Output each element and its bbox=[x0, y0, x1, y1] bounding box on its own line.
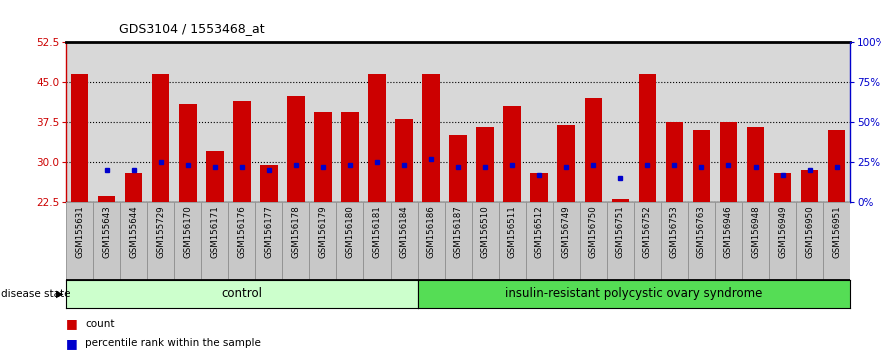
Bar bbox=[607, 202, 633, 280]
Bar bbox=[742, 202, 769, 280]
Bar bbox=[364, 202, 390, 280]
Bar bbox=[747, 127, 765, 202]
Bar bbox=[152, 74, 169, 202]
Bar bbox=[558, 125, 575, 202]
Bar bbox=[125, 172, 143, 202]
Bar bbox=[688, 202, 715, 280]
Bar bbox=[449, 135, 467, 202]
Bar bbox=[445, 202, 471, 280]
Bar bbox=[315, 112, 332, 202]
Bar bbox=[147, 202, 174, 280]
Text: GSM156184: GSM156184 bbox=[400, 206, 409, 258]
Bar bbox=[774, 172, 791, 202]
Bar bbox=[796, 202, 823, 280]
Bar bbox=[174, 202, 201, 280]
Bar bbox=[390, 202, 418, 280]
Text: GSM156949: GSM156949 bbox=[778, 206, 787, 258]
Bar bbox=[611, 199, 629, 202]
Bar bbox=[368, 74, 386, 202]
Text: GSM156181: GSM156181 bbox=[373, 206, 381, 258]
Text: GSM156180: GSM156180 bbox=[345, 206, 354, 258]
Bar bbox=[666, 122, 683, 202]
Bar bbox=[179, 104, 196, 202]
Bar bbox=[283, 202, 309, 280]
Bar bbox=[309, 202, 337, 280]
Bar bbox=[418, 202, 445, 280]
Text: control: control bbox=[221, 287, 263, 300]
Text: percentile rank within the sample: percentile rank within the sample bbox=[85, 338, 262, 348]
Bar bbox=[287, 96, 305, 202]
Text: GSM156511: GSM156511 bbox=[507, 206, 516, 258]
Text: GSM156950: GSM156950 bbox=[805, 206, 814, 258]
Bar bbox=[661, 202, 688, 280]
Bar bbox=[93, 202, 120, 280]
Bar bbox=[530, 172, 548, 202]
Text: GSM156750: GSM156750 bbox=[589, 206, 598, 258]
Text: GSM156753: GSM156753 bbox=[670, 206, 679, 258]
Text: GSM156178: GSM156178 bbox=[292, 206, 300, 258]
Bar bbox=[70, 74, 88, 202]
Bar bbox=[499, 202, 526, 280]
Bar bbox=[584, 98, 602, 202]
Bar bbox=[396, 120, 413, 202]
Bar bbox=[720, 122, 737, 202]
Text: ▶: ▶ bbox=[56, 289, 63, 299]
Bar bbox=[692, 130, 710, 202]
Bar bbox=[260, 165, 278, 202]
Text: GSM156951: GSM156951 bbox=[833, 206, 841, 258]
Bar bbox=[98, 196, 115, 202]
Text: GSM156948: GSM156948 bbox=[751, 206, 760, 258]
Text: GSM156176: GSM156176 bbox=[237, 206, 247, 258]
Text: GSM156751: GSM156751 bbox=[616, 206, 625, 258]
Bar bbox=[769, 202, 796, 280]
Bar bbox=[503, 106, 521, 202]
Bar bbox=[120, 202, 147, 280]
Bar bbox=[471, 202, 499, 280]
Text: GSM156177: GSM156177 bbox=[264, 206, 273, 258]
Bar bbox=[828, 130, 846, 202]
Bar bbox=[526, 202, 552, 280]
Text: GSM156763: GSM156763 bbox=[697, 206, 706, 258]
Text: GSM155729: GSM155729 bbox=[156, 206, 166, 258]
Text: GSM155644: GSM155644 bbox=[130, 206, 138, 258]
Bar bbox=[801, 170, 818, 202]
Bar bbox=[337, 202, 364, 280]
Text: GSM156749: GSM156749 bbox=[562, 206, 571, 258]
Bar bbox=[823, 202, 850, 280]
Bar bbox=[580, 202, 607, 280]
Text: GSM155631: GSM155631 bbox=[75, 206, 84, 258]
Bar bbox=[715, 202, 742, 280]
Text: GSM156187: GSM156187 bbox=[454, 206, 463, 258]
Text: GSM155643: GSM155643 bbox=[102, 206, 111, 258]
Bar bbox=[66, 202, 93, 280]
Bar bbox=[639, 74, 656, 202]
Bar bbox=[477, 127, 494, 202]
Text: insulin-resistant polycystic ovary syndrome: insulin-resistant polycystic ovary syndr… bbox=[505, 287, 763, 300]
Bar bbox=[233, 101, 250, 202]
Text: ■: ■ bbox=[66, 318, 78, 330]
Text: ■: ■ bbox=[66, 337, 78, 350]
Bar bbox=[206, 152, 224, 202]
Text: GSM156752: GSM156752 bbox=[643, 206, 652, 258]
Bar bbox=[633, 202, 661, 280]
Text: disease state: disease state bbox=[1, 289, 70, 299]
Text: count: count bbox=[85, 319, 115, 329]
Text: GSM156170: GSM156170 bbox=[183, 206, 192, 258]
Bar bbox=[228, 202, 255, 280]
Bar bbox=[422, 74, 440, 202]
Text: GSM156946: GSM156946 bbox=[724, 206, 733, 258]
Text: GDS3104 / 1553468_at: GDS3104 / 1553468_at bbox=[119, 22, 264, 35]
Bar bbox=[341, 112, 359, 202]
Text: GSM156186: GSM156186 bbox=[426, 206, 435, 258]
Bar bbox=[201, 202, 228, 280]
Bar bbox=[552, 202, 580, 280]
Text: GSM156510: GSM156510 bbox=[481, 206, 490, 258]
Bar bbox=[255, 202, 283, 280]
Text: GSM156512: GSM156512 bbox=[535, 206, 544, 258]
Text: GSM156171: GSM156171 bbox=[211, 206, 219, 258]
Text: GSM156179: GSM156179 bbox=[318, 206, 328, 258]
